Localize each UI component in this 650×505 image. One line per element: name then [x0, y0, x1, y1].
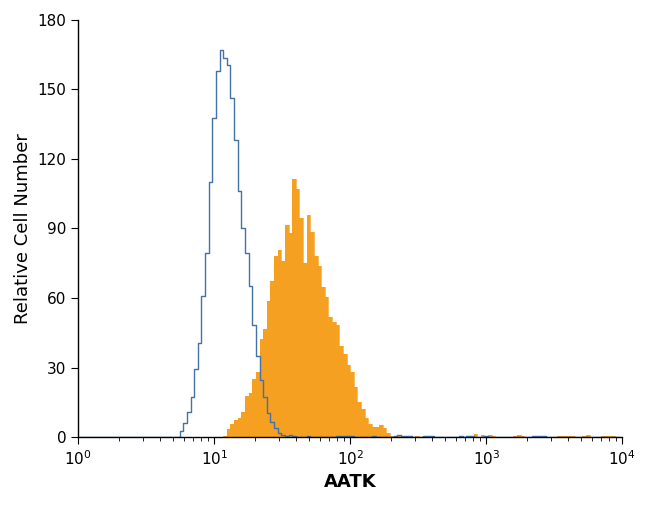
Y-axis label: Relative Cell Number: Relative Cell Number	[14, 133, 32, 324]
X-axis label: AATK: AATK	[324, 473, 376, 491]
